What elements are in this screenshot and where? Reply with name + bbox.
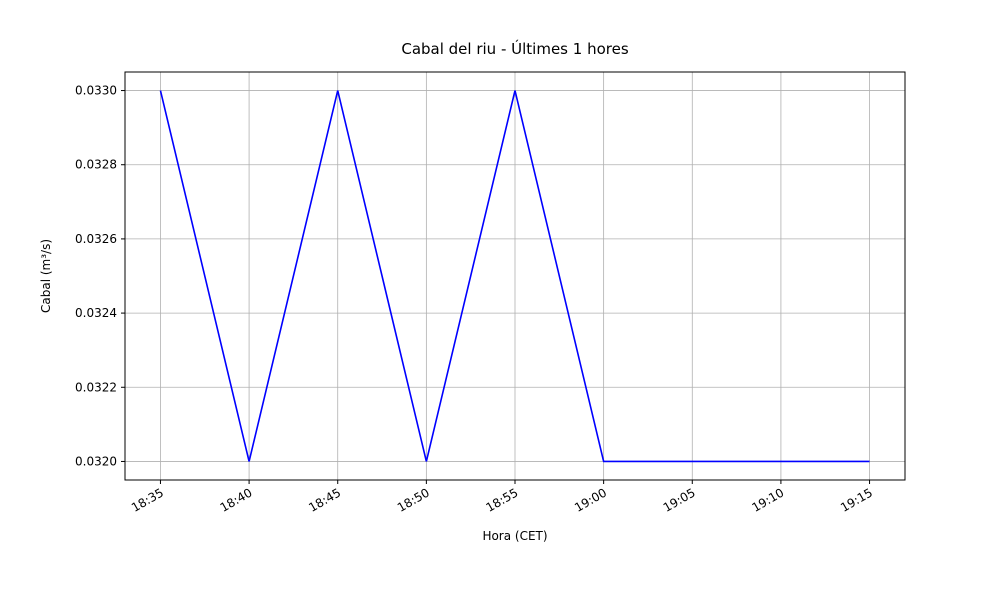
x-tick-label: 19:15 — [838, 485, 875, 514]
y-tick-label: 0.0320 — [75, 454, 117, 468]
line-series — [159, 90, 870, 463]
y-tick-label: 0.0330 — [75, 84, 117, 98]
chart-title: Cabal del riu - Últimes 1 hores — [401, 40, 629, 58]
x-tick-label: 18:45 — [306, 485, 343, 514]
x-tick-label: 18:40 — [218, 485, 255, 514]
y-axis-label-text: Cabal (m³/s) — [39, 238, 53, 314]
x-axis-label: Hora (CET) — [482, 529, 548, 543]
y-tick-label: 0.0324 — [75, 306, 117, 320]
x-tick-label: 18:50 — [395, 485, 432, 514]
x-tick-label: 18:35 — [129, 485, 166, 514]
x-tick-label: 19:10 — [749, 485, 786, 514]
y-tick-label: 0.0328 — [75, 158, 117, 172]
y-tick-label: 0.0326 — [75, 232, 117, 246]
x-tick-label: 18:55 — [484, 485, 521, 514]
y-tick-label: 0.0322 — [75, 380, 117, 394]
x-tick-label: 19:05 — [661, 485, 698, 514]
plot-border — [124, 71, 906, 481]
x-tick-label: 19:00 — [572, 485, 609, 514]
